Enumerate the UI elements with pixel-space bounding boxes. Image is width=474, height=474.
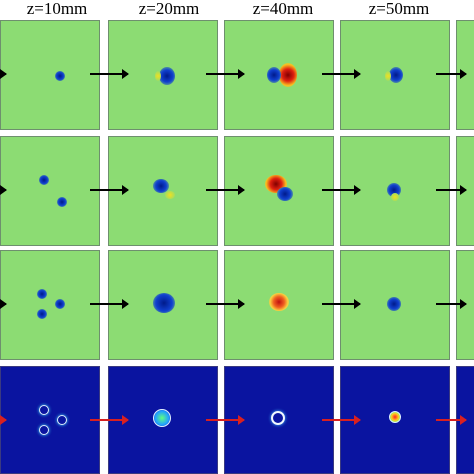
column-label-z40: z=40mm bbox=[252, 0, 314, 18]
vortex-spot-red bbox=[269, 293, 289, 311]
vortex-spot-yellow bbox=[155, 71, 161, 81]
intensity-ring bbox=[39, 425, 49, 435]
arrow bbox=[322, 185, 361, 195]
arrow bbox=[0, 185, 7, 195]
vortex-spot bbox=[37, 309, 47, 319]
intensity-ring bbox=[153, 409, 171, 427]
arrow bbox=[436, 185, 467, 195]
arrow bbox=[0, 299, 7, 309]
vortex-spot bbox=[267, 67, 281, 83]
vortex-spot bbox=[55, 299, 65, 309]
column-label-z20: z=20mm bbox=[138, 0, 200, 18]
vortex-spot bbox=[153, 293, 175, 313]
arrow-red bbox=[90, 415, 129, 425]
intensity-ring bbox=[39, 405, 49, 415]
arrow bbox=[206, 185, 245, 195]
vortex-spot-red bbox=[279, 63, 297, 87]
arrow bbox=[90, 69, 129, 79]
vortex-spot bbox=[277, 187, 293, 201]
panel-r1-c1 bbox=[0, 20, 100, 130]
vortex-spot bbox=[387, 297, 401, 311]
arrow bbox=[436, 299, 467, 309]
vortex-spot bbox=[39, 175, 49, 185]
intensity-ring bbox=[271, 411, 285, 425]
column-label-z50: z=50mm bbox=[368, 0, 430, 18]
arrow bbox=[206, 299, 245, 309]
column-label-z10: z=10mm bbox=[26, 0, 88, 18]
vortex-spot bbox=[159, 67, 175, 85]
arrow-red bbox=[436, 415, 467, 425]
arrow-red bbox=[322, 415, 361, 425]
vortex-spot bbox=[55, 71, 65, 81]
intensity-ring bbox=[57, 415, 67, 425]
arrow bbox=[0, 69, 7, 79]
arrow bbox=[90, 185, 129, 195]
vortex-spot bbox=[57, 197, 67, 207]
vortex-spot bbox=[389, 67, 403, 83]
vortex-spot-yellow bbox=[165, 191, 175, 199]
arrow bbox=[90, 299, 129, 309]
arrow bbox=[322, 299, 361, 309]
panel-r1-c3 bbox=[224, 20, 334, 130]
vortex-spot-yellow bbox=[385, 71, 391, 81]
vortex-spot bbox=[37, 289, 47, 299]
panel-r4-c1 bbox=[0, 366, 100, 474]
arrow bbox=[436, 69, 467, 79]
arrow bbox=[206, 69, 245, 79]
arrow-red bbox=[0, 415, 7, 425]
vortex-spot bbox=[153, 179, 169, 193]
vortex-spot-yellow bbox=[391, 193, 399, 201]
intensity-ring bbox=[389, 411, 401, 423]
panel-r2-c1 bbox=[0, 136, 100, 246]
panel-r3-c1 bbox=[0, 250, 100, 360]
arrow bbox=[322, 69, 361, 79]
arrow-red bbox=[206, 415, 245, 425]
